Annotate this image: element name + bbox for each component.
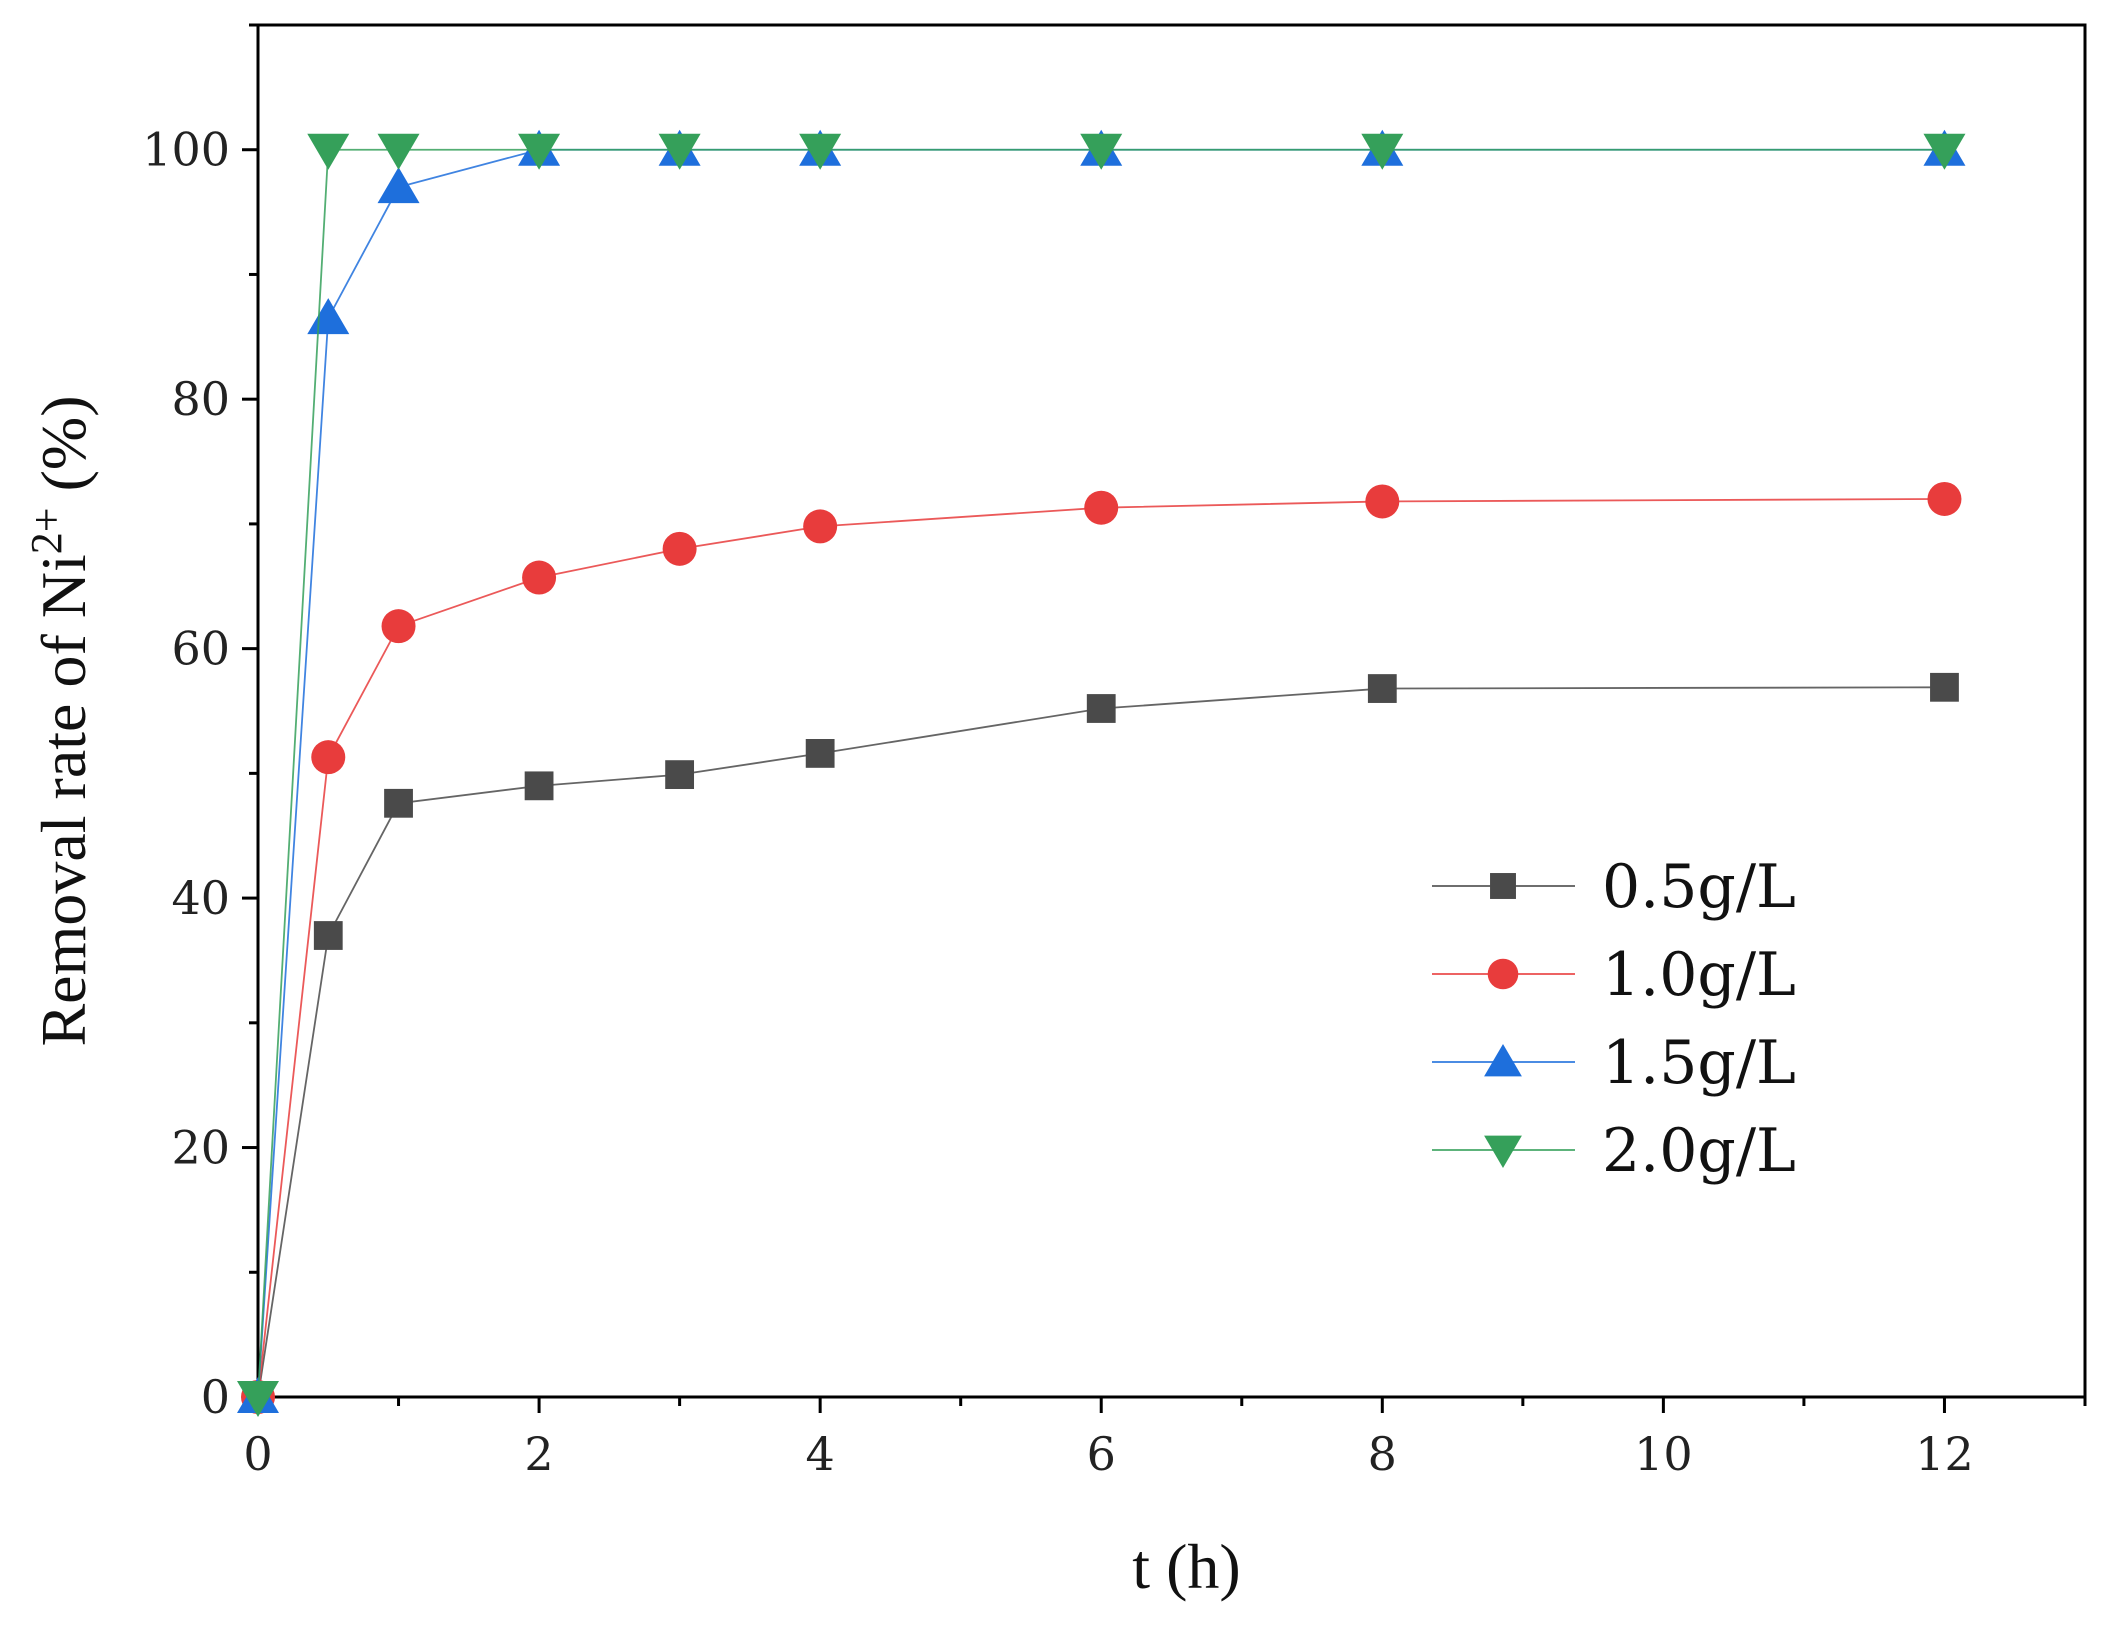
triangle-down-marker bbox=[658, 133, 701, 170]
legend-item: 0.5g/L bbox=[1432, 852, 1796, 922]
triangle-up-marker bbox=[377, 167, 420, 204]
square-marker bbox=[1086, 694, 1116, 723]
triangle-down-marker bbox=[307, 133, 350, 170]
x-tick-label: 0 bbox=[243, 1427, 272, 1481]
y-axis-label: Removal rate of Ni2+ (%) bbox=[22, 395, 99, 1046]
y-tick-label: 0 bbox=[201, 1370, 230, 1424]
circle-marker bbox=[1487, 958, 1519, 990]
circle-marker bbox=[1084, 490, 1119, 525]
legend-label: 2.0g/L bbox=[1602, 1116, 1796, 1186]
y-tick-label: 20 bbox=[171, 1121, 230, 1175]
triangle-down-marker bbox=[237, 1381, 279, 1417]
circle-marker bbox=[381, 609, 416, 644]
y-tick-label: 80 bbox=[171, 372, 230, 426]
triangle-down-marker bbox=[799, 133, 842, 170]
triangle-down-marker bbox=[1923, 133, 1966, 170]
x-tick-label: 4 bbox=[806, 1427, 835, 1481]
x-axis-ticks: 0 2 4 6 8 10 12 bbox=[243, 1397, 2087, 1481]
y-tick-label: 40 bbox=[171, 871, 230, 925]
x-tick-label: 8 bbox=[1368, 1427, 1397, 1481]
square-marker bbox=[384, 788, 413, 818]
y-tick-label: 100 bbox=[142, 123, 230, 177]
square-marker bbox=[313, 921, 343, 950]
triangle-down-marker bbox=[1484, 1135, 1522, 1168]
legend: 0.5g/L 1.0g/L 1.5g/L 2.0g/L bbox=[1432, 852, 1796, 1186]
series-line bbox=[257, 148, 1945, 1398]
y-tick-label: 60 bbox=[171, 622, 230, 676]
square-marker bbox=[524, 771, 554, 801]
y-axis-ticks: 0 20 40 60 80 100 bbox=[142, 23, 258, 1424]
y-axis-label-main: Removal rate of Ni bbox=[28, 554, 99, 1046]
series-1.5g/L bbox=[237, 129, 1966, 1413]
x-tick-label: 6 bbox=[1087, 1427, 1116, 1481]
circle-marker bbox=[311, 740, 346, 775]
triangle-down-marker bbox=[1080, 133, 1123, 170]
series-line bbox=[257, 148, 1945, 1398]
series-2.0g/L bbox=[237, 133, 1966, 1417]
x-tick-label: 12 bbox=[1915, 1427, 1974, 1481]
circle-marker bbox=[662, 531, 697, 566]
data-series bbox=[237, 129, 1966, 1417]
square-marker bbox=[1367, 674, 1397, 703]
y-axis-label-superscript: 2+ bbox=[22, 507, 71, 554]
triangle-down-marker bbox=[518, 133, 561, 170]
circle-marker bbox=[1365, 484, 1400, 519]
legend-label: 1.5g/L bbox=[1602, 1028, 1796, 1098]
circle-marker bbox=[803, 509, 838, 544]
triangle-down-marker bbox=[377, 133, 420, 170]
circle-marker bbox=[1927, 481, 1962, 516]
legend-item: 1.0g/L bbox=[1432, 940, 1796, 1010]
x-tick-label: 10 bbox=[1634, 1427, 1693, 1481]
legend-label: 1.0g/L bbox=[1602, 940, 1796, 1010]
triangle-up-marker bbox=[1484, 1044, 1522, 1077]
x-axis-label: t (h) bbox=[1132, 1531, 1240, 1602]
square-marker bbox=[1930, 672, 1959, 702]
plot-frame bbox=[256, 23, 2087, 1399]
plot-axes bbox=[256, 23, 2087, 1399]
triangle-down-marker bbox=[1361, 133, 1404, 170]
circle-marker bbox=[522, 560, 557, 595]
legend-item: 1.5g/L bbox=[1432, 1028, 1796, 1098]
x-tick-label: 2 bbox=[524, 1427, 553, 1481]
y-axis-label-unit: (%) bbox=[28, 395, 99, 507]
legend-label: 0.5g/L bbox=[1602, 852, 1796, 922]
legend-item: 2.0g/L bbox=[1432, 1116, 1796, 1186]
square-marker bbox=[1490, 873, 1516, 899]
square-marker bbox=[805, 739, 835, 768]
triangle-up-marker bbox=[307, 298, 350, 335]
square-marker bbox=[665, 760, 695, 790]
